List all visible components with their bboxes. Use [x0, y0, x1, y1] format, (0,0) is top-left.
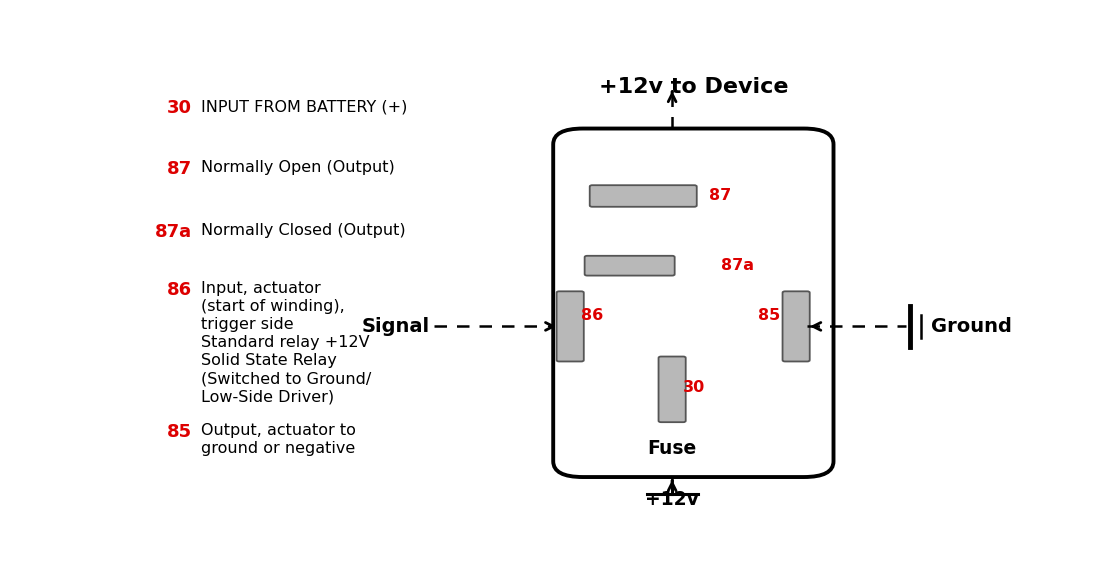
Text: 30: 30 — [168, 99, 192, 117]
Text: INPUT FROM BATTERY (+): INPUT FROM BATTERY (+) — [201, 99, 407, 114]
Text: 87: 87 — [167, 160, 192, 178]
Text: 30: 30 — [683, 380, 706, 395]
Text: +12v: +12v — [646, 489, 699, 509]
Text: Signal: Signal — [362, 317, 430, 336]
Text: Normally Closed (Output): Normally Closed (Output) — [201, 223, 406, 238]
Text: 87: 87 — [709, 189, 731, 203]
FancyBboxPatch shape — [553, 128, 833, 477]
Text: Fuse: Fuse — [648, 439, 697, 458]
Text: 85: 85 — [167, 423, 192, 441]
Text: Normally Open (Output): Normally Open (Output) — [201, 160, 395, 175]
Text: 86: 86 — [167, 281, 192, 300]
Text: Ground: Ground — [932, 317, 1012, 336]
FancyBboxPatch shape — [659, 356, 686, 422]
Text: 87a: 87a — [156, 223, 192, 241]
FancyBboxPatch shape — [584, 256, 675, 276]
Text: 87a: 87a — [721, 258, 754, 273]
FancyBboxPatch shape — [590, 185, 697, 207]
FancyBboxPatch shape — [783, 291, 810, 361]
Text: Output, actuator to
ground or negative: Output, actuator to ground or negative — [201, 423, 355, 456]
Text: Input, actuator
(start of winding),
trigger side
Standard relay +12V
Solid State: Input, actuator (start of winding), trig… — [201, 281, 370, 405]
FancyBboxPatch shape — [557, 291, 584, 361]
Text: 85: 85 — [757, 308, 780, 322]
Text: 86: 86 — [581, 308, 604, 322]
Text: +12v to Device: +12v to Device — [598, 77, 788, 97]
